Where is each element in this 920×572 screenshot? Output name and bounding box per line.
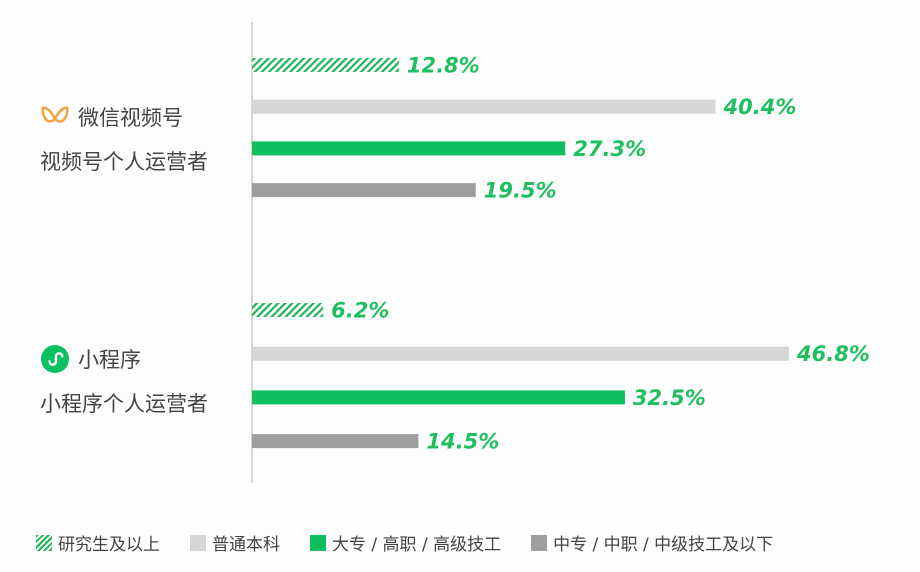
legend-swatch [310,534,326,551]
group-category-label: 视频号个人运营者 [40,150,208,174]
data-label: 14.5% [426,430,499,454]
legend-item: 研究生及以上 [36,530,160,555]
bar [252,58,399,72]
bar [252,141,566,156]
legend-label: 大专 / 高职 / 高级技工 [332,535,502,555]
data-label: 46.8% [796,342,870,366]
legend-item: 大专 / 高职 / 高级技工 [310,530,501,555]
legend-label: 研究生及以上 [58,535,160,555]
data-label: 19.5% [484,179,557,203]
bar [252,183,476,198]
group-category-label: 小程序个人运营者 [40,392,208,416]
legend-label: 中专 / 中职 / 中级技工及以下 [553,535,774,555]
group-mini-program: 小程序 小程序个人运营者 [40,342,208,418]
mini-program-icon [40,344,70,374]
data-label: 40.4% [723,95,797,119]
group-platform-label: 微信视频号 [78,106,183,130]
group-video-channels: 微信视频号 视频号个人运营者 [40,100,208,176]
group-platform-label: 小程序 [78,348,141,372]
legend-swatch [36,534,52,551]
legend-swatch [531,534,548,551]
legend-label: 普通本科 [212,535,280,555]
bar [252,99,716,114]
bar [252,434,419,449]
data-label: 27.3% [573,137,646,161]
data-label: 32.5% [633,386,706,410]
bar [252,390,625,405]
legend-item: 中专 / 中职 / 中级技工及以下 [531,530,773,555]
bar [252,346,789,361]
data-label: 6.2% [331,299,389,323]
bar [252,303,324,317]
legend: 研究生及以上 普通本科 大专 / 高职 / 高级技工 中专 / 中职 / 中级技… [36,530,773,555]
channels-icon [40,102,70,132]
legend-swatch [190,534,206,551]
legend-item: 普通本科 [190,530,280,555]
data-label: 12.8% [407,54,480,78]
